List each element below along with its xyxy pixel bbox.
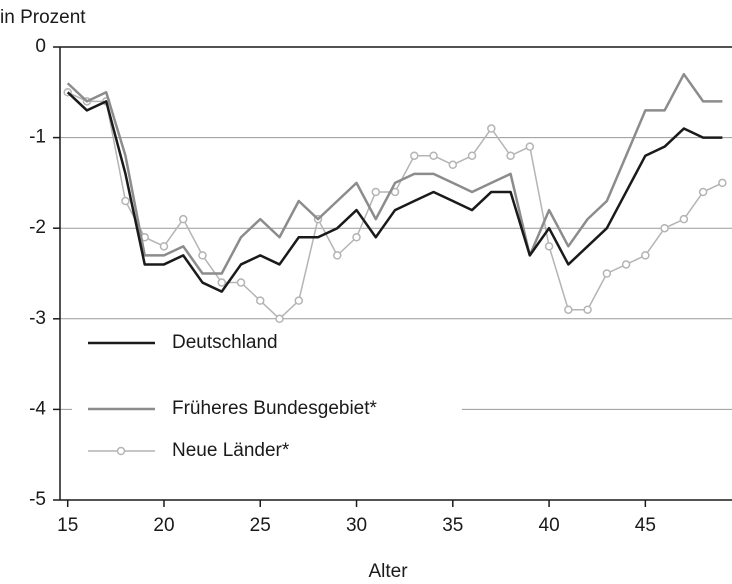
x-tick-label: 35	[442, 515, 463, 536]
series-marker	[487, 124, 496, 133]
x-tick-label: 20	[153, 515, 174, 536]
series-marker	[660, 223, 669, 233]
y-axis-label: in Prozent	[0, 7, 86, 28]
y-tick-label: -3	[29, 308, 46, 329]
series-marker	[294, 296, 304, 305]
legend-label: Früheres Bundesgebiet*	[172, 398, 378, 419]
series-marker	[198, 251, 207, 260]
series-line	[66, 91, 723, 293]
series-marker	[371, 187, 381, 197]
y-tick-label: 0	[35, 36, 46, 57]
series-marker	[718, 178, 727, 188]
x-tick-label: 25	[250, 515, 271, 536]
legend-marker	[116, 446, 126, 456]
legend-label: Neue Länder*	[172, 440, 290, 461]
series-marker	[602, 269, 612, 278]
y-tick-label: -1	[29, 127, 46, 148]
series-marker	[159, 242, 169, 251]
x-tick-label: 15	[57, 515, 78, 536]
series-marker	[410, 151, 419, 160]
y-tick-label: -2	[29, 217, 46, 238]
y-tick-label: -5	[29, 489, 46, 510]
series-marker	[583, 305, 592, 314]
x-tick-label: 30	[346, 515, 367, 536]
series-marker	[256, 296, 265, 305]
series-marker	[333, 251, 342, 260]
series-marker	[352, 233, 361, 242]
series-marker	[448, 160, 458, 170]
series-marker	[467, 151, 477, 160]
series-line	[67, 91, 723, 320]
series-marker	[121, 196, 130, 206]
series-marker	[698, 187, 708, 197]
series-marker	[217, 278, 226, 287]
series-marker	[621, 260, 631, 269]
x-axis-label: Alter	[368, 561, 408, 582]
series-line	[66, 72, 723, 275]
series-marker	[429, 151, 438, 160]
x-tick-label: 45	[635, 515, 656, 536]
series-marker	[679, 214, 689, 224]
series-marker	[275, 314, 284, 324]
y-tick-label: -4	[29, 398, 46, 419]
series-marker	[236, 278, 246, 287]
series-marker	[178, 214, 188, 224]
legend-box	[72, 322, 462, 470]
series-marker	[525, 142, 535, 151]
series-marker	[544, 242, 554, 251]
series-marker	[564, 305, 573, 314]
series-marker	[641, 251, 650, 260]
series-marker	[506, 151, 515, 160]
legend-label: Deutschland	[172, 332, 278, 353]
x-tick-label: 40	[539, 515, 560, 536]
